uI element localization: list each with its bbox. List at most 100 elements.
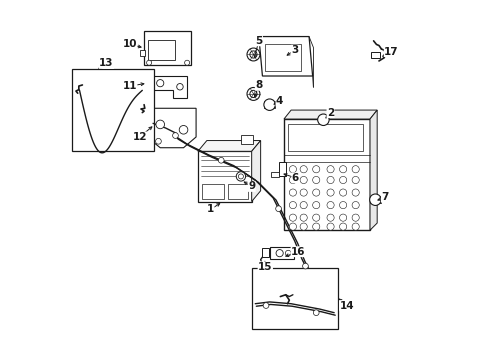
Polygon shape (251, 140, 260, 202)
Bar (264, 101, 274, 108)
Text: 16: 16 (290, 247, 305, 257)
Circle shape (289, 166, 296, 173)
Circle shape (249, 51, 257, 58)
Circle shape (300, 189, 306, 196)
Circle shape (351, 223, 359, 230)
Text: 15: 15 (258, 262, 272, 272)
Circle shape (312, 189, 319, 196)
Circle shape (326, 214, 333, 221)
Circle shape (289, 176, 296, 184)
Circle shape (179, 126, 187, 134)
Circle shape (172, 133, 178, 138)
Circle shape (300, 166, 306, 173)
Circle shape (156, 80, 163, 87)
Circle shape (351, 202, 359, 209)
Circle shape (236, 172, 245, 181)
Polygon shape (284, 110, 376, 119)
Text: 4: 4 (275, 96, 283, 106)
Circle shape (300, 176, 306, 184)
Text: 2: 2 (326, 108, 333, 118)
Circle shape (276, 249, 283, 257)
Circle shape (326, 166, 333, 173)
Bar (265, 44, 301, 71)
Circle shape (339, 189, 346, 196)
Bar (317, 116, 328, 123)
Circle shape (249, 90, 257, 98)
Circle shape (339, 214, 346, 221)
Polygon shape (258, 37, 312, 76)
Bar (251, 268, 337, 329)
Bar (202, 184, 223, 199)
Circle shape (369, 194, 380, 206)
Circle shape (238, 174, 243, 179)
Circle shape (351, 166, 359, 173)
Circle shape (302, 263, 308, 269)
Polygon shape (369, 110, 376, 230)
Circle shape (326, 176, 333, 184)
Bar (369, 196, 380, 203)
Circle shape (351, 189, 359, 196)
Text: 8: 8 (255, 80, 262, 90)
Text: 13: 13 (99, 58, 113, 68)
Circle shape (326, 189, 333, 196)
Text: 6: 6 (291, 173, 299, 183)
Circle shape (263, 303, 268, 309)
Bar (144, 31, 190, 65)
Text: 7: 7 (381, 192, 388, 202)
Circle shape (339, 202, 346, 209)
Circle shape (317, 114, 328, 126)
Text: 3: 3 (290, 45, 298, 55)
Circle shape (176, 84, 183, 90)
Text: 11: 11 (122, 81, 137, 91)
Circle shape (156, 120, 164, 129)
Text: 14: 14 (339, 301, 353, 311)
Bar (241, 135, 253, 144)
Bar (271, 172, 279, 177)
Circle shape (326, 223, 333, 230)
Bar (278, 162, 285, 176)
Circle shape (300, 214, 306, 221)
Circle shape (313, 310, 319, 316)
Circle shape (312, 202, 319, 209)
Circle shape (312, 214, 319, 221)
Circle shape (289, 223, 296, 230)
Circle shape (155, 138, 161, 144)
Circle shape (339, 223, 346, 230)
Bar (72, 69, 154, 151)
Bar (370, 51, 379, 58)
Polygon shape (147, 108, 196, 148)
Bar (262, 248, 268, 257)
Text: 5: 5 (255, 36, 262, 46)
Circle shape (184, 60, 189, 65)
Circle shape (289, 202, 296, 209)
Text: 12: 12 (132, 132, 147, 142)
Circle shape (300, 223, 306, 230)
Text: 9: 9 (247, 181, 255, 192)
Bar (228, 184, 247, 199)
Text: 17: 17 (384, 46, 398, 57)
Circle shape (264, 99, 275, 111)
Circle shape (275, 206, 281, 212)
Bar (284, 119, 369, 230)
Circle shape (312, 166, 319, 173)
Bar (140, 50, 144, 56)
Circle shape (300, 202, 306, 209)
Bar (270, 247, 293, 259)
Polygon shape (147, 76, 187, 98)
Circle shape (351, 214, 359, 221)
Text: 1: 1 (206, 204, 214, 215)
Circle shape (246, 48, 260, 61)
Bar (287, 125, 362, 151)
Circle shape (146, 60, 151, 65)
Circle shape (312, 223, 319, 230)
Circle shape (289, 189, 296, 196)
Bar (148, 40, 175, 60)
Polygon shape (198, 140, 260, 151)
Circle shape (289, 214, 296, 221)
Circle shape (246, 87, 260, 100)
Text: 10: 10 (122, 40, 137, 49)
Circle shape (326, 202, 333, 209)
Circle shape (218, 157, 224, 163)
Circle shape (285, 250, 290, 256)
Polygon shape (198, 151, 251, 202)
